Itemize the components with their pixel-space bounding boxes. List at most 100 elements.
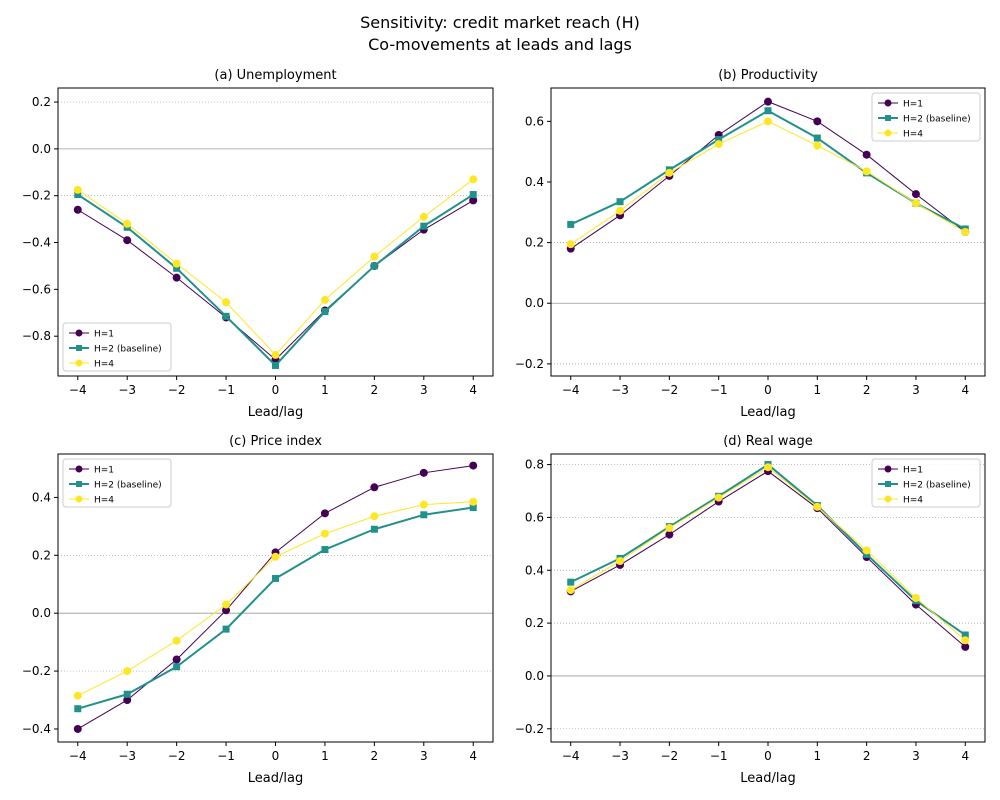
legend-box [62, 322, 172, 372]
data-point [173, 663, 181, 671]
data-point [370, 483, 379, 492]
data-point [172, 655, 181, 664]
data-point [222, 312, 230, 320]
x-tick-label: 4 [961, 749, 969, 763]
x-axis-label: Lead/lag [248, 405, 303, 420]
data-point [813, 502, 822, 511]
x-tick-label: −4 [562, 749, 580, 763]
y-tick-label: 0.0 [32, 606, 51, 620]
data-point [862, 167, 871, 176]
x-tick-label: −3 [118, 383, 136, 397]
data-point [714, 493, 723, 502]
data-point [123, 667, 132, 676]
data-point [370, 512, 379, 521]
data-point [566, 240, 575, 249]
subplot-title: (d) Real wage [723, 434, 813, 449]
x-tick-label: 4 [469, 383, 477, 397]
data-point [616, 557, 625, 566]
x-tick-label: −1 [217, 749, 235, 763]
data-point [469, 497, 478, 506]
data-point [272, 361, 279, 369]
y-tick-label: −0.8 [22, 329, 51, 343]
data-point [813, 141, 822, 150]
x-tick-label: 3 [912, 383, 920, 397]
legend-marker [885, 481, 891, 487]
data-point [320, 529, 329, 538]
x-axis-label: Lead/lag [740, 405, 795, 420]
x-tick-label: −3 [118, 749, 136, 763]
legend-marker [884, 495, 892, 503]
legend-box [871, 458, 981, 508]
data-point [271, 552, 280, 561]
legend-marker [75, 359, 83, 367]
x-tick-label: 1 [321, 383, 329, 397]
subplot-title: (c) Price index [229, 434, 322, 449]
data-point [73, 724, 82, 733]
legend-marker [75, 465, 83, 473]
y-tick-label: 0.4 [525, 563, 544, 577]
data-point [123, 690, 131, 698]
data-point [420, 222, 428, 230]
data-point [173, 264, 181, 272]
data-point [123, 219, 132, 228]
y-tick-label: −0.4 [22, 722, 51, 736]
data-point [370, 525, 378, 533]
legend-box [62, 458, 172, 508]
subplot-0: (a) Unemployment −4 −3 −2 −1 0 1 2 3 4 0.2 0.0 −0.2 −… [22, 68, 494, 420]
data-point [911, 190, 920, 199]
data-point [73, 205, 82, 214]
y-tick-label: −0.2 [515, 357, 544, 371]
legend: H=1 H=2 (baseline) H=4 [871, 458, 981, 508]
y-tick-label: 0.2 [525, 616, 544, 630]
data-point [764, 97, 772, 106]
data-point [566, 586, 575, 595]
legend-label: H=4 [94, 360, 114, 370]
data-point [73, 185, 82, 194]
x-tick-label: −1 [710, 749, 728, 763]
data-point [616, 198, 624, 206]
x-tick-label: −4 [69, 383, 87, 397]
data-point [961, 228, 970, 236]
data-point [172, 273, 181, 282]
legend-label: H=2 (baseline) [94, 345, 162, 355]
legend-marker [75, 329, 83, 337]
subplot-title: (b) Productivity [718, 68, 818, 83]
data-point [420, 511, 428, 519]
data-point [616, 206, 625, 215]
legend-label: H=4 [903, 496, 923, 506]
x-tick-label: 3 [420, 383, 428, 397]
legend-marker [884, 99, 892, 107]
x-axis-label: Lead/lag [740, 771, 795, 786]
data-point [862, 546, 871, 555]
data-point [813, 134, 821, 142]
data-point [74, 705, 82, 713]
data-point [567, 220, 575, 228]
data-point [715, 136, 723, 144]
data-point [370, 262, 378, 270]
x-tick-label: 1 [813, 383, 821, 397]
subplot-1: (b) Productivity −4 −3 −2 −1 0 1 2 3 4 0.6 0.4 0.2 0.… [515, 68, 986, 420]
data-point [764, 463, 772, 472]
x-tick-label: 3 [420, 749, 428, 763]
data-point [469, 191, 477, 199]
subplot-2: (c) Price index −4 −3 −2 −1 0 1 2 3 4 0.4 0.2 0.0 −0.… [22, 434, 494, 786]
x-tick-label: −2 [661, 383, 679, 397]
legend-label: H=2 (baseline) [94, 481, 162, 491]
data-point [665, 523, 674, 532]
data-point [862, 150, 871, 159]
data-point [222, 600, 231, 609]
legend-marker [76, 481, 82, 487]
x-tick-label: −3 [611, 749, 629, 763]
x-tick-label: −2 [168, 383, 186, 397]
y-tick-label: 0.6 [525, 510, 544, 524]
data-point [469, 461, 478, 470]
legend-label: H=1 [94, 330, 114, 340]
data-point [320, 509, 329, 518]
legend-marker [885, 115, 891, 121]
subplot-title: (a) Unemployment [214, 68, 336, 83]
x-tick-label: 0 [764, 383, 772, 397]
x-tick-label: 2 [371, 749, 379, 763]
x-tick-label: −1 [710, 383, 728, 397]
